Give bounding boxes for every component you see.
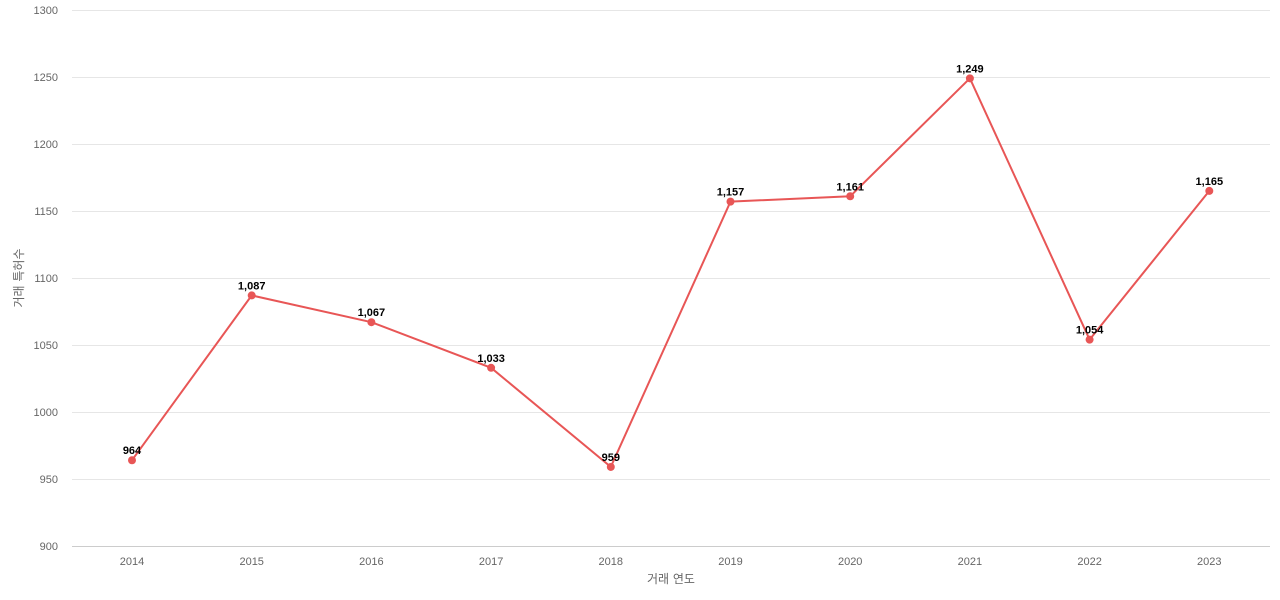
data-point bbox=[965, 74, 974, 83]
series-line bbox=[131, 76, 1211, 469]
x-tick-label: 2017 bbox=[479, 556, 503, 568]
data-label: 964 bbox=[123, 445, 142, 457]
data-point bbox=[846, 192, 855, 201]
data-label: 1,054 bbox=[1076, 325, 1104, 337]
y-tick-label: 950 bbox=[40, 474, 58, 486]
x-tick-label: 2023 bbox=[1197, 556, 1221, 568]
data-label: 1,161 bbox=[836, 181, 864, 193]
data-labels: 964 1,087 1,067 1,033 959 1,157 1,161 1,249 1,05… bbox=[123, 63, 1223, 464]
x-tick-label: 2021 bbox=[958, 556, 982, 568]
y-tick-label: 1000 bbox=[34, 407, 58, 419]
data-label: 1,087 bbox=[238, 280, 266, 292]
x-axis-ticks: 2014 2015 2016 2017 2018 2019 2020 2021 2022 2023 bbox=[120, 556, 1222, 568]
data-label: 1,067 bbox=[358, 307, 386, 319]
data-point bbox=[1085, 335, 1094, 344]
data-label: 1,165 bbox=[1196, 176, 1224, 188]
x-axis-title: 거래 연도 bbox=[647, 572, 695, 586]
data-point bbox=[726, 197, 735, 206]
y-tick-label: 1250 bbox=[34, 72, 58, 84]
data-label: 1,249 bbox=[956, 63, 984, 75]
data-point bbox=[606, 462, 615, 471]
y-tick-label: 900 bbox=[40, 541, 58, 553]
y-tick-label: 1150 bbox=[34, 206, 58, 218]
y-tick-label: 1200 bbox=[34, 139, 58, 151]
data-label: 1,033 bbox=[477, 353, 505, 365]
gridlines bbox=[72, 10, 1270, 480]
x-tick-label: 2018 bbox=[599, 556, 623, 568]
y-axis-ticks: 900 950 1000 1050 1100 1150 1200 1250 1300 bbox=[34, 5, 58, 553]
y-tick-label: 1100 bbox=[34, 273, 58, 285]
data-label: 1,157 bbox=[717, 187, 745, 199]
x-tick-label: 2014 bbox=[120, 556, 144, 568]
data-point bbox=[1205, 186, 1214, 195]
data-point bbox=[367, 318, 376, 327]
x-tick-label: 2016 bbox=[359, 556, 383, 568]
x-tick-label: 2022 bbox=[1077, 556, 1101, 568]
data-label: 959 bbox=[602, 452, 620, 464]
x-tick-label: 2015 bbox=[239, 556, 263, 568]
y-tick-label: 1050 bbox=[34, 340, 58, 352]
series-group bbox=[128, 74, 1214, 471]
y-axis-title: 거래 특허수 bbox=[12, 248, 26, 307]
y-tick-label: 1300 bbox=[34, 5, 58, 17]
data-point bbox=[128, 456, 136, 465]
x-tick-label: 2020 bbox=[838, 556, 862, 568]
data-point bbox=[247, 291, 256, 300]
data-point bbox=[487, 363, 496, 372]
x-tick-label: 2019 bbox=[718, 556, 742, 568]
